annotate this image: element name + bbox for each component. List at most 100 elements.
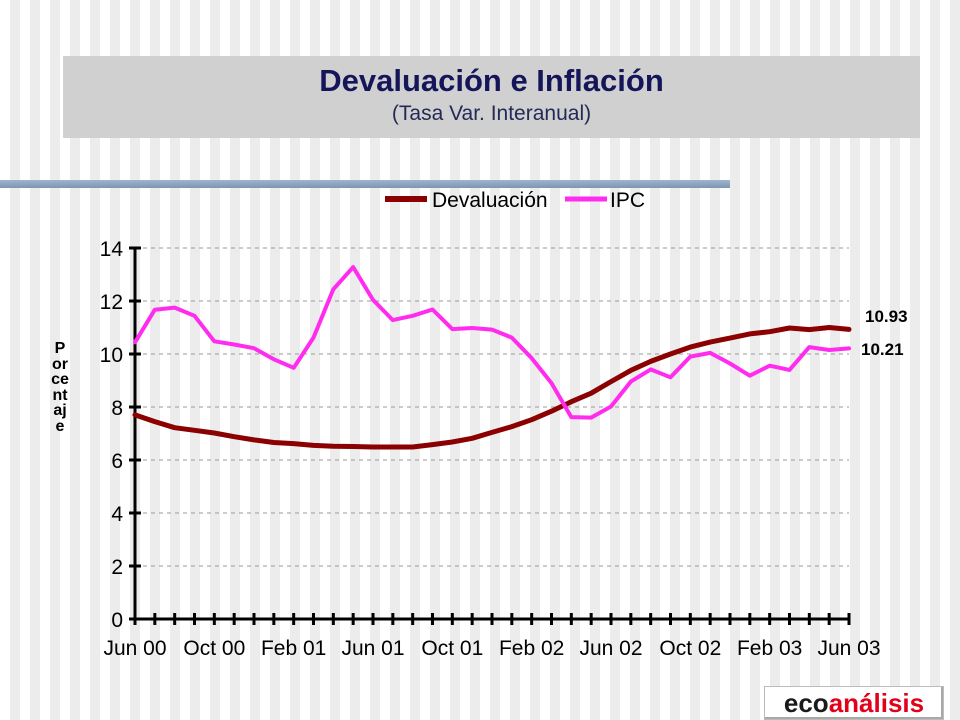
data-point-29 <box>709 341 711 343</box>
data-point-31 <box>749 333 751 335</box>
x-tick-label-7: Oct 02 <box>659 637 721 660</box>
y-tick-label-4: 4 <box>111 503 123 526</box>
data-point-9 <box>313 337 314 339</box>
end-labels: 10.93 10.21 <box>861 307 908 359</box>
data-point-7 <box>273 442 275 444</box>
series-line-ipc <box>133 265 851 420</box>
data-point-15 <box>432 308 433 310</box>
data-point-18 <box>491 431 493 433</box>
data-point-32 <box>769 365 771 367</box>
data-point-29 <box>709 352 711 354</box>
x-tick-label-4: Oct 01 <box>421 637 483 660</box>
data-point-5 <box>233 436 235 438</box>
data-point-10 <box>332 288 334 290</box>
series-points-devaluacion <box>134 327 850 448</box>
data-point-32 <box>769 331 771 333</box>
data-point-0 <box>134 341 136 343</box>
data-point-8 <box>293 443 295 445</box>
accent-bar <box>0 180 730 188</box>
data-point-34 <box>808 346 810 348</box>
logo-eco: eco <box>783 688 829 718</box>
data-point-0 <box>134 414 136 416</box>
data-point-11 <box>352 266 354 268</box>
x-tick-label-8: Feb 03 <box>737 637 802 660</box>
x-tick-label-9: Jun 03 <box>817 637 880 660</box>
data-point-2 <box>174 307 176 309</box>
x-tick-label-5: Feb 02 <box>499 637 564 660</box>
y-tick-label-6: 6 <box>111 450 123 473</box>
data-point-8 <box>293 367 295 369</box>
data-point-21 <box>551 410 552 412</box>
title-box: Devaluación e Inflación (Tasa Var. Inter… <box>63 56 920 138</box>
data-point-26 <box>650 360 652 362</box>
data-point-25 <box>630 381 632 383</box>
y-tick-label-8: 8 <box>111 397 123 420</box>
data-point-4 <box>213 432 215 434</box>
y-tick-label-14: 14 <box>100 238 124 261</box>
legend: Devaluación IPC <box>385 189 645 212</box>
data-point-16 <box>451 328 453 330</box>
y-tick-label-10: 10 <box>100 344 123 367</box>
data-point-19 <box>511 426 513 428</box>
data-point-24 <box>610 381 612 383</box>
data-point-28 <box>689 346 691 348</box>
y-tick-label-0: 0 <box>111 609 123 632</box>
data-point-22 <box>570 416 572 418</box>
data-point-12 <box>372 299 374 301</box>
data-point-30 <box>729 363 731 365</box>
logo-analisis: análisis <box>828 688 925 718</box>
series-points-ipc <box>134 266 850 419</box>
data-point-23 <box>590 392 592 394</box>
data-point-33 <box>789 327 790 329</box>
data-point-27 <box>670 353 671 355</box>
data-point-20 <box>531 357 533 359</box>
x-tick-label-6: Jun 02 <box>579 637 642 660</box>
data-point-6 <box>253 439 255 441</box>
end-label-ipc: 10.21 <box>861 340 904 359</box>
data-point-23 <box>590 417 592 419</box>
data-point-1 <box>154 421 156 423</box>
ecoanalisis-logo: ecoanálisis <box>764 686 944 720</box>
data-point-36 <box>848 347 850 349</box>
slide-title: Devaluación e Inflación <box>319 63 664 98</box>
data-point-4 <box>213 340 215 342</box>
data-point-13 <box>392 446 394 448</box>
data-point-30 <box>729 337 731 339</box>
data-point-25 <box>630 369 632 371</box>
data-point-35 <box>828 349 830 351</box>
data-point-3 <box>194 429 195 431</box>
axis-ticks: 0 2 4 6 8 10 12 14 Jun 00 Oct 00 Feb 01 Jun 01 Oct 0… <box>100 238 881 660</box>
slide-subtitle: (Tasa Var. Interanual) <box>391 102 592 125</box>
data-point-16 <box>451 441 453 443</box>
data-point-6 <box>253 347 255 349</box>
data-point-12 <box>372 446 374 448</box>
data-point-18 <box>491 329 493 331</box>
y-axis-label: Porcentaje <box>51 340 69 435</box>
data-point-33 <box>789 369 790 371</box>
data-point-13 <box>392 319 394 321</box>
grid-lines <box>135 247 849 567</box>
data-point-34 <box>808 329 810 331</box>
end-label-devaluacion: 10.93 <box>865 307 908 326</box>
data-point-3 <box>194 315 195 317</box>
series-lines <box>132 265 852 450</box>
data-point-31 <box>749 375 751 377</box>
y-tick-label-2: 2 <box>111 556 123 579</box>
data-point-20 <box>531 419 533 421</box>
data-point-21 <box>551 382 552 384</box>
x-tick-label-1: Oct 00 <box>183 637 245 660</box>
data-point-17 <box>471 437 473 439</box>
data-point-14 <box>412 446 414 448</box>
data-point-1 <box>154 309 156 311</box>
legend-label-ipc: IPC <box>610 189 645 212</box>
x-tick-label-2: Feb 01 <box>261 637 326 660</box>
data-point-9 <box>313 444 314 446</box>
data-point-22 <box>570 401 572 403</box>
data-point-5 <box>233 343 235 345</box>
data-point-10 <box>332 445 334 447</box>
data-point-35 <box>828 327 830 328</box>
data-point-36 <box>848 328 850 330</box>
data-point-19 <box>511 337 513 339</box>
x-tick-label-3: Jun 01 <box>341 637 404 660</box>
